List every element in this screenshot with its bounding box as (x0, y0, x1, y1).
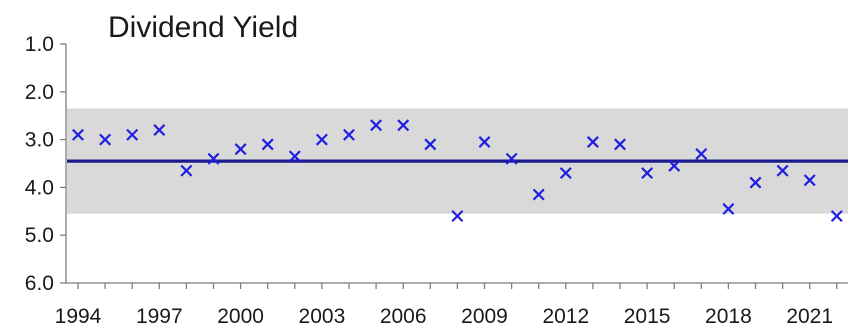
x-tick-label: 2006 (380, 305, 427, 328)
data-point (641, 167, 654, 180)
data-point (99, 133, 112, 146)
y-tick-label: 5.0 (25, 224, 54, 247)
data-point (830, 210, 843, 223)
data-point (749, 176, 762, 189)
chart-title: Dividend Yield (108, 11, 298, 44)
y-tick-label: 3.0 (25, 129, 54, 152)
data-point (397, 119, 410, 132)
data-point (586, 136, 599, 148)
data-point (180, 164, 193, 177)
y-tick-label: 1.0 (25, 33, 54, 56)
data-point (261, 138, 274, 151)
x-tick-label: 1997 (136, 305, 183, 328)
data-point (478, 136, 491, 148)
data-point (370, 119, 383, 132)
data-point (803, 174, 816, 187)
data-point (72, 128, 84, 141)
data-point (234, 143, 247, 156)
data-point (207, 152, 220, 165)
data-point (451, 210, 464, 223)
y-tick-label: 6.0 (25, 272, 54, 295)
data-point (505, 152, 518, 165)
y-tick-label: 2.0 (25, 81, 54, 104)
data-point (722, 202, 735, 215)
data-point (614, 138, 626, 151)
y-tick-label: 4.0 (25, 176, 54, 199)
data-point (424, 138, 437, 151)
data-point (532, 188, 545, 201)
data-point (126, 128, 139, 141)
data-point (288, 150, 301, 163)
data-point (153, 124, 166, 137)
data-point (695, 147, 708, 160)
data-point (559, 167, 572, 180)
x-tick-label: 2012 (542, 305, 589, 328)
data-point (776, 164, 789, 177)
data-point (668, 159, 681, 172)
x-tick-label: 2003 (299, 305, 346, 328)
data-point (315, 133, 328, 146)
x-tick-label: 2021 (786, 305, 833, 328)
x-tick-label: 2015 (624, 305, 671, 328)
data-point (343, 128, 355, 141)
x-tick-label: 2000 (217, 305, 264, 328)
x-tick-label: 2009 (461, 305, 508, 328)
x-tick-label: 2018 (705, 305, 752, 328)
x-tick-label: 1994 (55, 305, 102, 328)
